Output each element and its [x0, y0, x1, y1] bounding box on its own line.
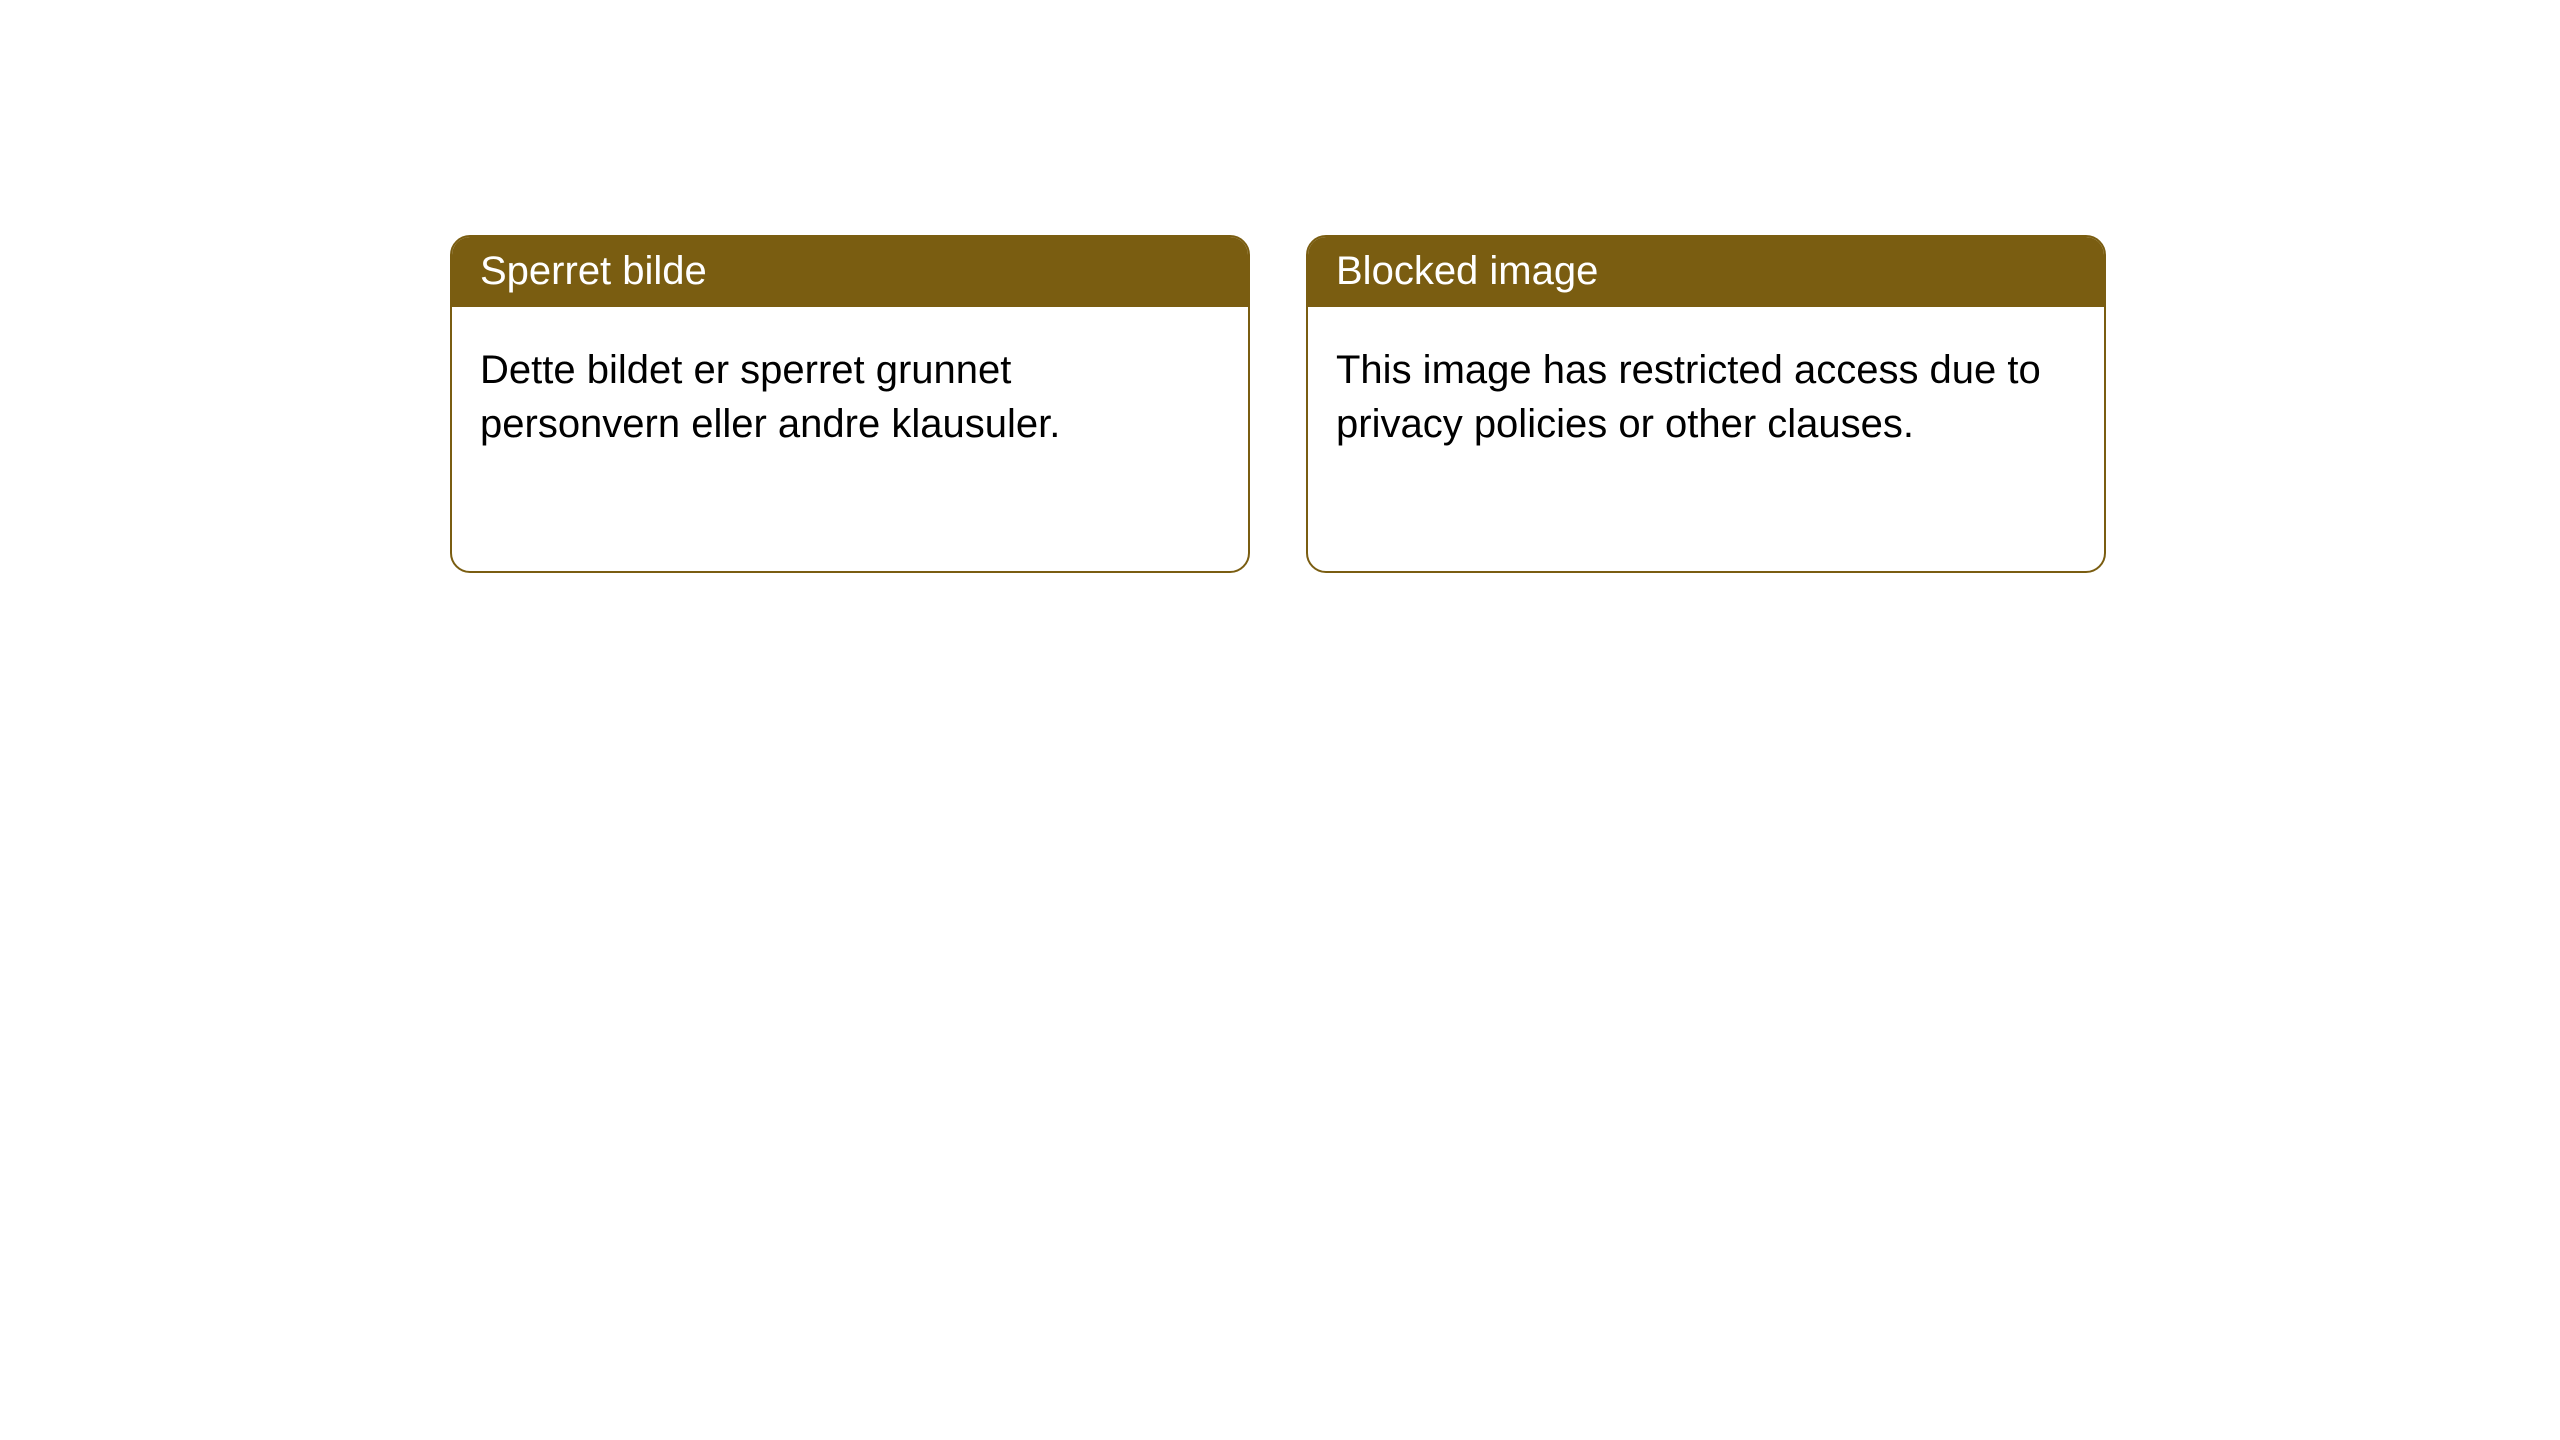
card-header-norwegian: Sperret bilde	[452, 237, 1248, 307]
blocked-image-card-english: Blocked image This image has restricted …	[1306, 235, 2106, 573]
notice-container: Sperret bilde Dette bildet er sperret gr…	[0, 0, 2560, 573]
card-header-english: Blocked image	[1308, 237, 2104, 307]
card-body-norwegian: Dette bildet er sperret grunnet personve…	[452, 307, 1248, 479]
card-body-english: This image has restricted access due to …	[1308, 307, 2104, 479]
blocked-image-card-norwegian: Sperret bilde Dette bildet er sperret gr…	[450, 235, 1250, 573]
